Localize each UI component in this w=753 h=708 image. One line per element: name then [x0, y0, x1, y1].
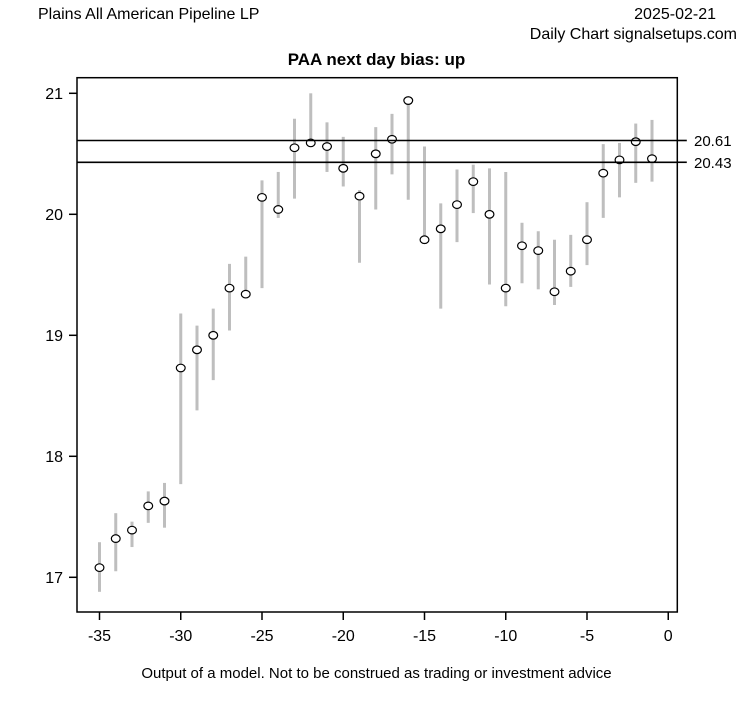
x-tick-label: -30 [169, 628, 192, 645]
close-point [192, 345, 203, 355]
close-point [500, 283, 511, 293]
close-point [468, 177, 479, 187]
reference-line-label: 20.43 [694, 155, 732, 172]
x-tick-label: 0 [664, 628, 673, 645]
close-point [143, 501, 154, 511]
x-tick-label: -35 [88, 628, 111, 645]
close-point [484, 209, 495, 219]
close-point [403, 96, 414, 105]
close-point [289, 143, 300, 153]
y-tick-label: 19 [45, 328, 63, 345]
x-tick-label: -15 [413, 628, 436, 645]
close-point [159, 496, 170, 506]
x-tick-label: -25 [250, 628, 273, 645]
close-point [452, 200, 463, 210]
close-point [322, 142, 333, 151]
close-point [175, 363, 186, 373]
close-point [598, 168, 609, 178]
close-point [646, 154, 657, 164]
close-point [581, 235, 592, 245]
close-point [630, 137, 641, 147]
close-point [516, 241, 527, 251]
company-name: Plains All American Pipeline LP [38, 6, 260, 23]
close-point [354, 191, 365, 201]
disclaimer-text: Output of a model. Not to be construed a… [141, 665, 612, 682]
close-point [435, 224, 446, 234]
chart-source: Daily Chart signalsetups.com [529, 26, 737, 43]
chart-title: PAA next day bias: up [287, 50, 466, 69]
close-point [338, 163, 349, 173]
chart-date: 2025-02-21 [634, 6, 716, 23]
reference-line-label: 20.61 [694, 133, 732, 150]
plot-border [76, 76, 679, 613]
close-point [126, 525, 137, 535]
close-point [387, 134, 398, 144]
y-tick-label: 21 [45, 86, 63, 103]
close-point [94, 563, 105, 573]
x-tick-label: -10 [494, 628, 517, 645]
x-tick-label: -5 [580, 628, 594, 645]
close-point [565, 266, 576, 276]
close-point [419, 235, 430, 245]
close-point [549, 287, 560, 297]
close-point [370, 149, 381, 159]
y-tick-label: 20 [45, 207, 63, 224]
close-point [257, 192, 268, 202]
y-tick-label: 18 [45, 449, 63, 466]
close-point [208, 330, 219, 340]
x-tick-label: -20 [332, 628, 355, 645]
y-tick-label: 17 [45, 570, 63, 587]
close-point [110, 534, 121, 543]
close-point [240, 289, 251, 299]
close-point [224, 283, 235, 293]
close-point [533, 246, 544, 256]
close-point [273, 205, 284, 214]
